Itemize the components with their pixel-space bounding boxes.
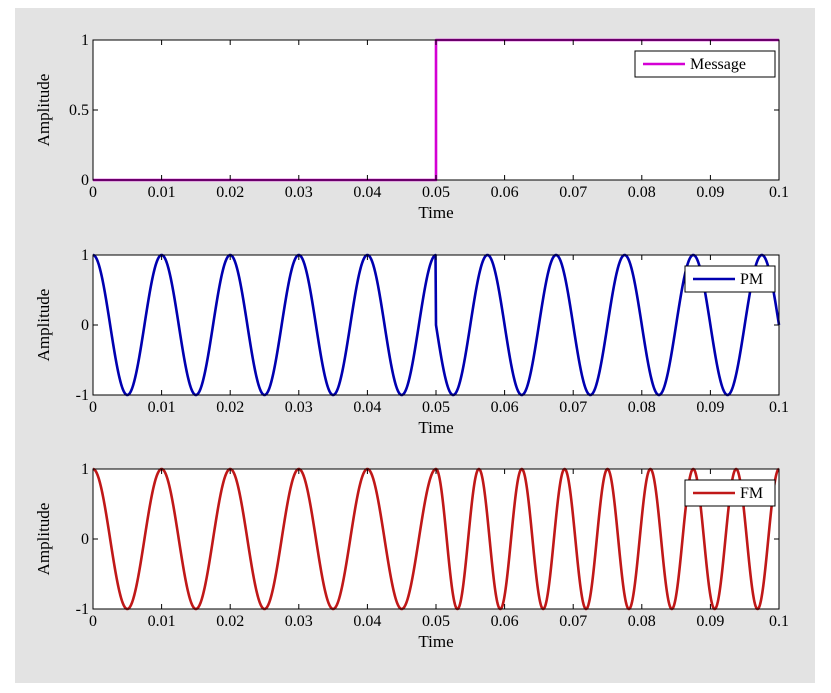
chart-1: 0 0.01 0.02 0.03 0.04 0.05 0.06 0.07 0.08 0.09 0.1… — [34, 32, 789, 222]
series-line-pm — [92, 253, 781, 397]
y-tick-label: 1 — [81, 461, 89, 478]
x-tick-label: 0.1 — [769, 613, 789, 630]
y-tick-label: 0 — [81, 531, 89, 548]
x-tick-label: 0.02 — [216, 184, 244, 201]
x-tick-label: 0.06 — [491, 399, 519, 416]
y-axis-label: Amplitude — [34, 289, 53, 362]
chart-3: 0 0.01 0.02 0.03 0.04 0.05 0.06 0.07 0.08 0.09 0.1… — [34, 461, 789, 651]
legend-label: PM — [740, 271, 763, 288]
y-axis-label: Amplitude — [34, 74, 53, 147]
y-tick-label: 0 — [81, 317, 89, 334]
x-tick-label: 0.05 — [422, 184, 450, 201]
x-tick-label: 0.04 — [353, 399, 381, 416]
x-tick-label: 0.05 — [422, 613, 450, 630]
y-tick-label: 1 — [81, 247, 89, 264]
x-tick-label: 0.08 — [628, 184, 656, 201]
y-tick-label: 1 — [81, 32, 89, 49]
y-axis-label: Amplitude — [34, 503, 53, 576]
legend-label: FM — [740, 485, 763, 502]
x-tick-label: 0.03 — [285, 184, 313, 201]
x-axis-label: Time — [418, 632, 453, 651]
x-tick-label: 0.07 — [559, 184, 587, 201]
x-tick-label: 0.07 — [559, 399, 587, 416]
x-tick-label: 0.02 — [216, 399, 244, 416]
y-tick-label: 0.5 — [69, 102, 89, 119]
x-axis-label: Time — [418, 203, 453, 222]
x-tick-label: 0.01 — [148, 184, 176, 201]
plot-area — [93, 469, 779, 609]
x-tick-label: 0.09 — [696, 184, 724, 201]
x-tick-label: 0.09 — [696, 399, 724, 416]
legend: PM — [684, 265, 776, 293]
x-tick-label: 0.04 — [353, 613, 381, 630]
x-tick-label: 0.1 — [769, 399, 789, 416]
x-tick-label: 0.07 — [559, 613, 587, 630]
x-axis-label: Time — [418, 418, 453, 437]
x-tick-label: 0.06 — [491, 184, 519, 201]
legend-label: Message — [690, 56, 746, 73]
x-tick-label: 0.08 — [628, 613, 656, 630]
figure-canvas: 0 0.01 0.02 0.03 0.04 0.05 0.06 0.07 0.08 0.09 0.1… — [34, 32, 789, 651]
x-tick-label: 0.03 — [285, 399, 313, 416]
x-tick-label: 0.1 — [769, 184, 789, 201]
x-tick-label: 0 — [89, 399, 97, 416]
y-tick-label: 0 — [81, 172, 89, 189]
x-tick-label: 0.04 — [353, 184, 381, 201]
x-tick-label: 0.02 — [216, 613, 244, 630]
x-tick-label: 0.03 — [285, 613, 313, 630]
legend: Message — [634, 50, 776, 78]
x-tick-label: 0 — [89, 613, 97, 630]
chart-2: 0 0.01 0.02 0.03 0.04 0.05 0.06 0.07 0.08 0.09 0.1… — [34, 247, 789, 437]
y-tick-label: -1 — [76, 601, 89, 618]
figure-panel: 0 0.01 0.02 0.03 0.04 0.05 0.06 0.07 0.08 0.09 0.1… — [15, 8, 815, 683]
legend: FM — [684, 479, 776, 507]
x-tick-label: 0.06 — [491, 613, 519, 630]
x-tick-label: 0 — [89, 184, 97, 201]
y-tick-label: -1 — [76, 387, 89, 404]
x-tick-label: 0.01 — [148, 613, 176, 630]
x-tick-label: 0.01 — [148, 399, 176, 416]
x-tick-label: 0.08 — [628, 399, 656, 416]
x-tick-label: 0.09 — [696, 613, 724, 630]
x-tick-label: 0.05 — [422, 399, 450, 416]
